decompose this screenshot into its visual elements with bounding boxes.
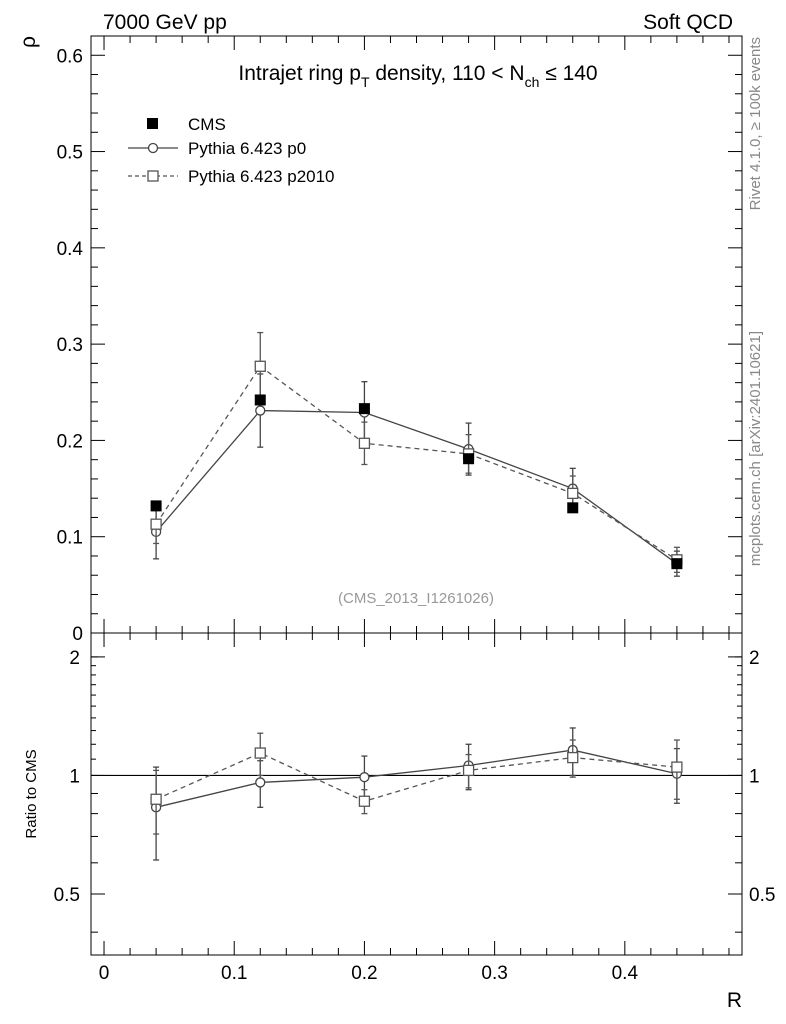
title-sub-T: T xyxy=(361,74,370,90)
pythia-p2010-ratio-point xyxy=(671,761,683,773)
pythia-p2010-ratio-point xyxy=(150,793,162,805)
y-tick-label: 0.1 xyxy=(57,528,83,549)
ratio-y-tick-label-right: 0.5 xyxy=(749,885,775,906)
pythia-p0-point xyxy=(255,405,266,416)
ratio-panel-frame xyxy=(90,632,743,956)
side-label-mcplots: mcplots.cern.ch [arXiv:2401.10621] xyxy=(747,331,764,566)
pythia-p2010-point xyxy=(254,360,266,372)
y-tick-label: 0.4 xyxy=(57,239,84,260)
ratio-y-tick-label-right: 1 xyxy=(749,766,760,787)
legend-marker-p0 xyxy=(147,142,159,154)
pythia-p0-line xyxy=(155,409,678,565)
cms-point xyxy=(150,500,162,512)
legend-marker-cms xyxy=(147,118,158,129)
title-part-tail: ≤ 140 xyxy=(539,62,597,85)
axis-ticks: 0 0.1 0.2 0.3 0.4 0 0.1 0.2 0.3 0.4 0.5 0.6 0.5 0.5 1 1… xyxy=(54,36,775,984)
ratio-y-tick-label: 2 xyxy=(69,648,80,669)
pythia-p2010-ratio-point xyxy=(567,751,579,764)
ratio-y-tick-label: 1 xyxy=(69,766,80,787)
cms-point xyxy=(671,558,683,570)
pythia-p0-ratio-line xyxy=(155,749,678,808)
y-tick-label: 0.2 xyxy=(57,431,83,452)
cms-point xyxy=(358,403,370,415)
pythia-p2010-line xyxy=(155,365,678,561)
main-series xyxy=(150,331,683,577)
x-tick-label: 0.1 xyxy=(221,963,247,984)
ratio-series xyxy=(150,727,683,861)
analysis-label: (CMS_2013_I1261026) xyxy=(338,590,494,607)
chart-title: Intrajet ring pT density, 110 < Nch ≤ 14… xyxy=(238,62,597,90)
y-tick-label: 0.3 xyxy=(57,335,83,356)
pythia-p2010-point xyxy=(358,437,371,449)
x-tick-label: 0.3 xyxy=(481,963,507,984)
pythia-p0-ratio-point xyxy=(359,772,370,783)
ratio-y-tick-label-right: 2 xyxy=(749,648,760,669)
y-tick-label: 0.6 xyxy=(57,46,83,67)
pythia-p2010-ratio-point xyxy=(358,795,371,807)
pythia-p2010-ratio-line xyxy=(155,752,677,802)
legend-label-p2010: Pythia 6.423 p2010 xyxy=(188,167,335,186)
header-right: Soft QCD xyxy=(643,11,733,34)
legend-marker-p2010 xyxy=(147,170,159,182)
y-tick-label: 0.5 xyxy=(57,143,83,164)
title-part-main: Intrajet ring p xyxy=(238,62,361,85)
ratio-y-tick-label: 0.5 xyxy=(54,885,80,906)
x-axis-label: R xyxy=(727,989,742,1012)
header-left: 7000 GeV pp xyxy=(103,11,227,34)
title-sub-ch: ch xyxy=(525,74,540,90)
x-tick-label: 0.4 xyxy=(612,963,639,984)
pythia-p0-ratio-point xyxy=(255,777,266,788)
legend-label-p0: Pythia 6.423 p0 xyxy=(188,139,306,158)
pythia-p2010-ratio-point xyxy=(462,764,475,777)
cms-point xyxy=(254,394,266,406)
title-part-middle: density, 110 < N xyxy=(370,62,525,85)
pythia-p2010-point xyxy=(567,487,579,500)
y-tick-label: 0 xyxy=(72,624,83,645)
pythia-p2010-ratio-point xyxy=(254,747,266,759)
y-axis-label: ρ xyxy=(17,36,40,48)
ratio-y-axis-label: Ratio to CMS xyxy=(23,749,40,838)
legend-label-cms: CMS xyxy=(188,115,226,134)
legend: CMS Pythia 6.423 p0 Pythia 6.423 p2010 xyxy=(128,115,335,186)
side-label-rivet: Rivet 4.1.0, ≥ 100k events xyxy=(747,37,764,210)
cms-point xyxy=(567,502,579,514)
x-tick-label: 0.2 xyxy=(351,963,377,984)
cms-point xyxy=(463,453,475,465)
x-tick-label: 0 xyxy=(99,963,110,984)
pythia-p2010-point xyxy=(150,518,162,530)
